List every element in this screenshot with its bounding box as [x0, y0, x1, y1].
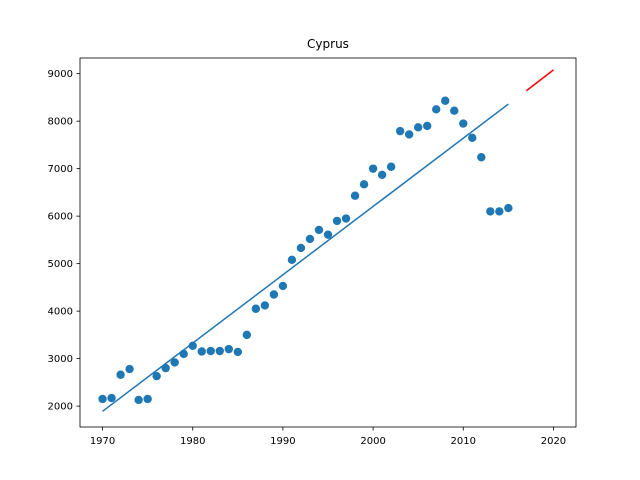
- y-tick-label: 2000: [48, 402, 73, 413]
- scatter-point: [134, 395, 143, 405]
- x-tick-label: 2010: [451, 436, 476, 447]
- scatter-point: [296, 243, 306, 253]
- scatter-point: [278, 281, 288, 291]
- scatter-point: [188, 341, 197, 350]
- scatter-point: [305, 234, 315, 244]
- scatter-point: [495, 207, 504, 216]
- scatter-point: [459, 119, 468, 128]
- scatter-point: [359, 180, 369, 189]
- scatter-point: [224, 344, 233, 354]
- scatter-point: [233, 347, 243, 357]
- x-tick-label: 1970: [90, 436, 115, 447]
- scatter-point: [332, 216, 342, 226]
- axes-frame: [79, 57, 577, 428]
- chart-title: Cyprus: [307, 37, 349, 51]
- x-tick-label: 1980: [180, 436, 205, 447]
- x-tick-label: 2020: [541, 436, 566, 447]
- scatter-point: [450, 106, 459, 115]
- axes: 1970 1980 1990 2000 2010 2020 2000 3000 4000 5000…: [48, 57, 577, 447]
- scatter-point: [206, 346, 215, 356]
- scatter-point: [143, 394, 152, 404]
- scatter-point: [486, 207, 495, 216]
- scatter-point: [116, 370, 125, 379]
- scatter-point: [468, 133, 477, 142]
- scatter-point: [125, 364, 134, 374]
- x-tick-label: 1990: [270, 436, 295, 447]
- y-tick-label: 9000: [48, 69, 73, 80]
- scatter-point: [323, 230, 333, 239]
- scatter-point: [423, 121, 432, 131]
- x-tick-label: 2000: [360, 436, 385, 447]
- forecast-line: [525, 69, 554, 92]
- scatter-point: [386, 162, 396, 171]
- scatter-point: [269, 290, 279, 299]
- scatter-point: [107, 393, 116, 403]
- scatter-point: [377, 170, 387, 180]
- scatter-point: [432, 105, 441, 114]
- y-tick-label: 6000: [48, 212, 73, 223]
- scatter-point: [350, 191, 360, 200]
- scatter-point: [215, 346, 224, 356]
- y-tick-label: 8000: [48, 117, 73, 128]
- scatter-point: [152, 371, 161, 381]
- scatter-point: [98, 394, 107, 404]
- scatter-point: [197, 347, 206, 356]
- scatter-point: [395, 126, 405, 136]
- y-tick-label: 3000: [48, 354, 73, 365]
- scatter-point: [260, 301, 270, 310]
- scatter-point: [251, 304, 261, 313]
- scatter-point: [314, 225, 324, 235]
- plot-area: [98, 69, 554, 412]
- scatter-point: [477, 153, 486, 162]
- scatter-point: [341, 214, 351, 223]
- scatter-point: [404, 130, 414, 139]
- y-tick-label: 5000: [48, 259, 73, 270]
- scatter-point: [413, 123, 423, 132]
- scatter-point: [441, 96, 450, 105]
- scatter-point: [170, 358, 179, 367]
- scatter-point: [368, 164, 378, 173]
- trend-line: [102, 103, 509, 412]
- scatter-point: [179, 349, 188, 359]
- scatter-point: [242, 330, 252, 340]
- y-tick-label: 7000: [48, 164, 73, 175]
- scatter-point: [504, 203, 513, 213]
- y-tick-label: 4000: [48, 307, 73, 318]
- scatter-point: [287, 255, 297, 265]
